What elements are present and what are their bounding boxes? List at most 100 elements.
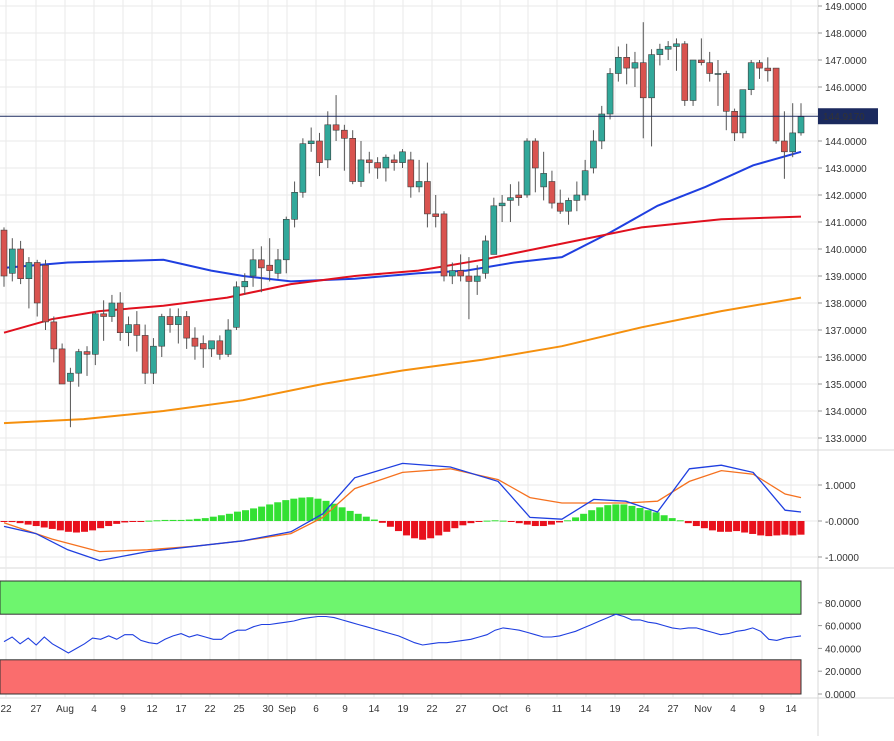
candle-body bbox=[133, 324, 141, 336]
price-tick-label: 146.0000 bbox=[825, 83, 867, 94]
x-tick-label: 9 bbox=[120, 704, 126, 715]
candle-body bbox=[332, 124, 340, 131]
macd-histogram-bar bbox=[169, 519, 177, 521]
moving-average-line bbox=[3, 215, 802, 334]
candle-body bbox=[797, 116, 805, 134]
macd-histogram-bar bbox=[32, 521, 40, 527]
oversold-zone bbox=[0, 659, 802, 695]
macd-tick-label: -1.0000 bbox=[825, 553, 859, 564]
rsi-line bbox=[3, 613, 802, 654]
macd-histogram-bar bbox=[129, 521, 137, 522]
candle-body bbox=[681, 43, 689, 101]
candle-body bbox=[175, 316, 182, 325]
candle-body bbox=[648, 54, 655, 99]
macd-histogram-bar bbox=[225, 513, 233, 521]
candle-body bbox=[166, 316, 174, 325]
candle-body bbox=[42, 264, 49, 323]
macd-line bbox=[3, 462, 802, 562]
macd-histogram-bar bbox=[145, 520, 153, 522]
candle-body bbox=[100, 313, 107, 317]
candle-body bbox=[224, 329, 232, 355]
candle-body bbox=[241, 281, 249, 288]
x-tick-label: 14 bbox=[580, 704, 592, 715]
x-tick-label: 14 bbox=[368, 704, 380, 715]
candle-body bbox=[50, 321, 58, 350]
candle-body bbox=[307, 140, 315, 144]
candle-body bbox=[523, 140, 531, 196]
candle-body bbox=[722, 73, 730, 112]
macd-histogram-bar bbox=[419, 521, 427, 540]
candle-body bbox=[357, 159, 365, 182]
candle-body bbox=[183, 316, 190, 339]
candle-body bbox=[108, 302, 116, 317]
candle-body bbox=[548, 181, 556, 204]
candle-body bbox=[739, 89, 747, 134]
macd-histogram-bar bbox=[604, 505, 612, 521]
macd-histogram-bar bbox=[16, 521, 24, 524]
price-tick-label: 143.0000 bbox=[825, 164, 867, 175]
macd-histogram-bar bbox=[177, 519, 185, 521]
candle-body bbox=[349, 138, 356, 182]
candle-body bbox=[141, 335, 149, 374]
macd-histogram-bar bbox=[531, 521, 539, 527]
x-tick-label: 17 bbox=[175, 704, 187, 715]
price-tick-label: 144.0000 bbox=[825, 137, 867, 148]
x-tick-label: 14 bbox=[785, 704, 797, 715]
candle-body bbox=[92, 313, 99, 355]
macd-histogram-bar bbox=[708, 521, 716, 531]
rsi-tick-label: 20.0000 bbox=[825, 667, 862, 678]
candle-body bbox=[58, 348, 66, 385]
macd-histogram-bar bbox=[467, 521, 475, 524]
candle-body bbox=[208, 340, 215, 350]
macd-histogram-bar bbox=[757, 521, 765, 536]
macd-histogram-bar bbox=[72, 521, 80, 533]
rsi-tick-label: 0.0000 bbox=[825, 690, 856, 701]
macd-histogram-bar bbox=[338, 507, 346, 521]
macd-histogram-bar bbox=[201, 518, 209, 521]
macd-histogram-bar bbox=[668, 518, 676, 521]
macd-histogram-bar bbox=[539, 521, 547, 527]
macd-histogram-bar bbox=[0, 521, 8, 522]
macd-histogram-bar bbox=[781, 521, 789, 535]
macd-histogram-bar bbox=[741, 521, 749, 533]
candle-body bbox=[639, 62, 647, 99]
x-tick-label: Nov bbox=[694, 704, 712, 715]
x-tick-label: 24 bbox=[638, 704, 650, 715]
candle-body bbox=[324, 124, 332, 161]
candle-body bbox=[407, 159, 415, 188]
candle-body bbox=[664, 46, 672, 50]
macd-histogram-bar bbox=[314, 498, 322, 521]
macd-histogram-bar bbox=[56, 521, 64, 531]
macd-histogram-bar bbox=[378, 521, 386, 523]
candle-body bbox=[365, 159, 373, 163]
macd-histogram-bar bbox=[266, 504, 274, 521]
x-tick-label: 6 bbox=[525, 704, 531, 715]
current-price-label: 144.9170 bbox=[823, 112, 865, 123]
macd-histogram-bar bbox=[692, 521, 700, 527]
candle-body bbox=[341, 129, 348, 139]
candle-body bbox=[399, 151, 406, 163]
rsi-tick-label: 40.0000 bbox=[825, 644, 862, 655]
candle-body bbox=[258, 259, 265, 269]
macd-histogram-bar bbox=[789, 521, 797, 536]
x-tick-label: 19 bbox=[397, 704, 409, 715]
candle-body bbox=[432, 213, 440, 217]
macd-histogram-bar bbox=[354, 513, 362, 521]
macd-histogram-bar bbox=[306, 497, 314, 521]
macd-histogram-bar bbox=[153, 520, 161, 522]
candle-body bbox=[316, 140, 323, 163]
macd-histogram-bar bbox=[48, 521, 56, 529]
macd-histogram-bar bbox=[660, 515, 668, 521]
macd-histogram-bar bbox=[298, 497, 306, 521]
macd-histogram-bar bbox=[572, 517, 580, 521]
macd-histogram-bar bbox=[547, 521, 555, 525]
x-tick-label: 11 bbox=[552, 704, 563, 715]
rsi-tick-label: 80.0000 bbox=[825, 599, 862, 610]
price-tick-label: 147.0000 bbox=[825, 56, 867, 67]
candle-body bbox=[615, 56, 622, 74]
candle-body bbox=[772, 67, 780, 142]
x-tick-label: 12 bbox=[146, 704, 158, 715]
macd-histogram-bar bbox=[161, 519, 169, 521]
